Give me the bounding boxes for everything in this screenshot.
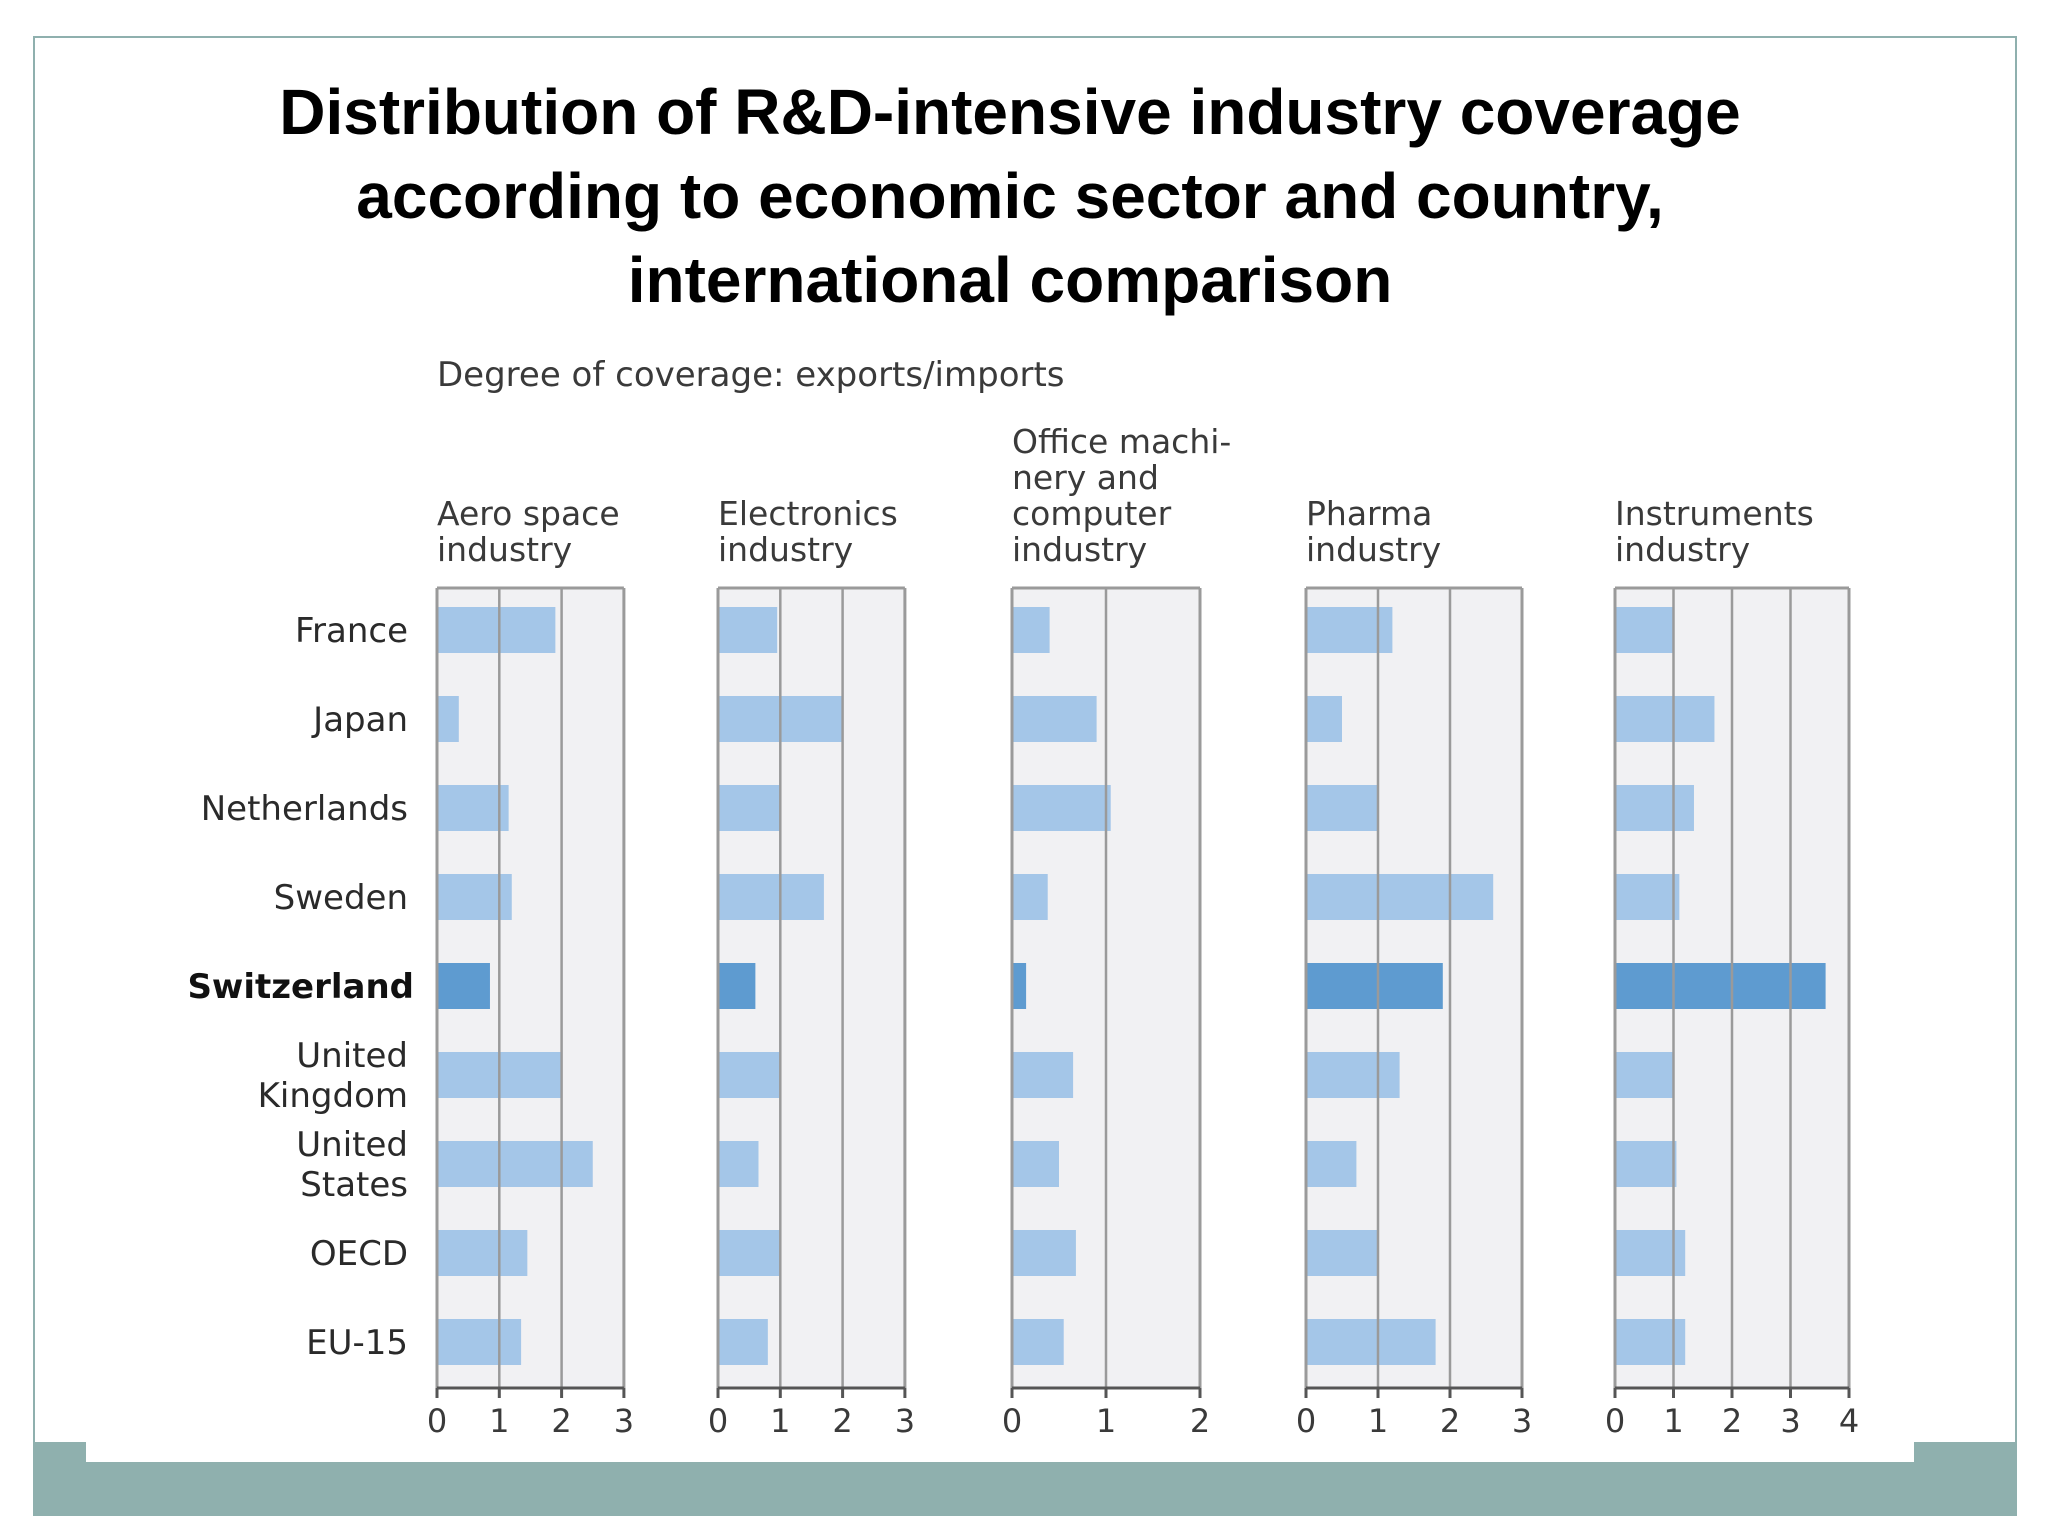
tick-label: 1 <box>1663 1402 1683 1440</box>
tick-label: 2 <box>551 1402 571 1440</box>
tick-label: 0 <box>427 1402 447 1440</box>
tick-label: 4 <box>1839 1402 1859 1440</box>
tick-label: 1 <box>489 1402 509 1440</box>
bar <box>438 607 556 653</box>
bar <box>438 785 509 831</box>
title-line: Distribution of R&D-intensive industry c… <box>279 76 1741 148</box>
bar <box>1307 607 1393 653</box>
bar <box>1616 874 1680 920</box>
bar <box>719 1230 781 1276</box>
bar <box>438 1141 593 1187</box>
bar <box>719 1141 759 1187</box>
category-label: France <box>295 611 408 651</box>
bar <box>719 1052 781 1098</box>
tick-label: 1 <box>1096 1402 1116 1440</box>
chart-subtitle: Degree of coverage: exports/imports <box>437 355 1065 395</box>
bar <box>1616 607 1674 653</box>
bar <box>438 1319 522 1365</box>
panel-title-line: Pharma <box>1306 494 1432 533</box>
tick-label: 1 <box>1368 1402 1388 1440</box>
panel-title-line: industry <box>1012 530 1147 569</box>
category-label: United <box>296 1036 408 1076</box>
bar <box>719 785 781 831</box>
tick-label: 2 <box>1440 1402 1460 1440</box>
bar <box>1013 1230 1076 1276</box>
tick-label: 2 <box>1190 1402 1210 1440</box>
bar <box>1307 1141 1357 1187</box>
bar <box>1616 696 1715 742</box>
tick-label: 0 <box>1002 1402 1022 1440</box>
bar <box>719 1319 768 1365</box>
title-line: according to economic sector and country… <box>356 160 1664 232</box>
panel-title-line: computer <box>1012 494 1172 533</box>
bar <box>1307 1319 1436 1365</box>
bar <box>1307 696 1342 742</box>
tick-label: 3 <box>614 1402 634 1440</box>
tick-label: 0 <box>708 1402 728 1440</box>
bar <box>438 696 459 742</box>
bar <box>1013 1319 1064 1365</box>
category-label: OECD <box>310 1234 408 1274</box>
bar <box>438 1230 528 1276</box>
category-label: Kingdom <box>258 1076 408 1116</box>
panel-title-line: industry <box>1306 530 1441 569</box>
bar <box>1013 696 1097 742</box>
tick-label: 0 <box>1605 1402 1625 1440</box>
bar <box>1616 1319 1686 1365</box>
bar <box>1616 785 1694 831</box>
bar <box>1013 785 1111 831</box>
footer-white-strip <box>86 1442 1914 1462</box>
title-line: international comparison <box>627 244 1393 316</box>
tick-label: 0 <box>1296 1402 1316 1440</box>
bar <box>438 963 490 1009</box>
category-label: States <box>300 1165 408 1205</box>
bar <box>438 874 512 920</box>
bar <box>719 963 756 1009</box>
tick-label: 3 <box>1512 1402 1532 1440</box>
bar <box>1307 963 1443 1009</box>
panel-title-line: nery and <box>1012 458 1159 497</box>
category-label: Japan <box>311 700 408 740</box>
bar <box>719 607 778 653</box>
panel-title-line: Instruments <box>1615 494 1814 533</box>
tick-label: 2 <box>1722 1402 1742 1440</box>
category-label: Sweden <box>274 878 408 918</box>
category-label: Netherlands <box>201 789 408 829</box>
bar <box>719 874 824 920</box>
bar <box>1616 1052 1674 1098</box>
tick-label: 3 <box>895 1402 915 1440</box>
bar <box>1616 963 1826 1009</box>
bar <box>1307 1052 1400 1098</box>
tick-label: 2 <box>832 1402 852 1440</box>
panel-title-line: Electronics <box>718 494 898 533</box>
bar <box>1013 1052 1074 1098</box>
tick-label: 3 <box>1780 1402 1800 1440</box>
bar <box>1013 607 1050 653</box>
bar <box>1616 1141 1677 1187</box>
bar <box>1013 963 1027 1009</box>
bar <box>1307 1230 1378 1276</box>
bar <box>1013 874 1048 920</box>
bar <box>1013 1141 1059 1187</box>
category-label: United <box>296 1125 408 1165</box>
tick-label: 1 <box>770 1402 790 1440</box>
category-label: EU-15 <box>306 1323 408 1363</box>
category-label: Switzerland <box>187 967 414 1007</box>
bar <box>1307 785 1378 831</box>
bar <box>1307 874 1494 920</box>
slide-title: Distribution of R&D-intensive industry c… <box>140 70 1880 322</box>
bar <box>1616 1230 1686 1276</box>
panel-title-line: industry <box>718 530 853 569</box>
panel-title-line: Office machi- <box>1012 422 1231 461</box>
panel-title-line: Aero space <box>437 494 620 533</box>
panel-title-line: industry <box>1615 530 1750 569</box>
panel-title-line: industry <box>437 530 572 569</box>
